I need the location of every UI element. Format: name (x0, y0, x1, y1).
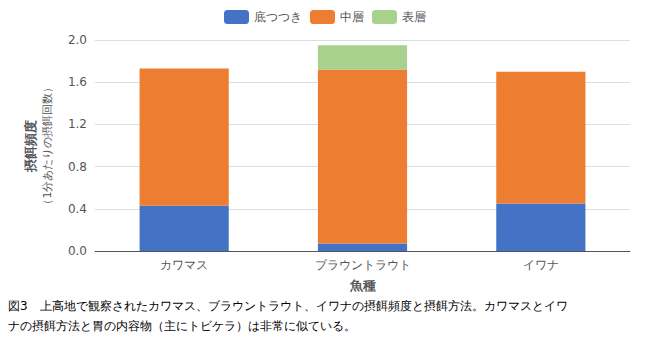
svg-text:摂餌頻度: 摂餌頻度 (23, 120, 38, 173)
svg-text:1.2: 1.2 (68, 117, 87, 131)
svg-text:0.0: 0.0 (68, 244, 87, 258)
svg-text:図3 上高地で観察されたカワマス、ブラウントラウト、イワナの: 図3 上高地で観察されたカワマス、ブラウントラウト、イワナの摂餌頻度と摂餌方法。… (8, 299, 568, 313)
svg-text:底つつき: 底つつき (254, 10, 302, 24)
svg-text:（1分あたりの摂餌回数）: （1分あたりの摂餌回数） (41, 82, 54, 210)
svg-text:ナの摂餌方法と胃の内容物（主にトビケラ）は非常に似ている。: ナの摂餌方法と胃の内容物（主にトビケラ）は非常に似ている。 (8, 319, 356, 333)
svg-text:0.8: 0.8 (68, 160, 87, 174)
svg-text:カワマス: カワマス (160, 258, 208, 272)
svg-text:ブラウントラウト: ブラウントラウト (315, 258, 411, 272)
svg-text:イワナ: イワナ (523, 258, 559, 272)
svg-text:表層: 表層 (402, 10, 426, 24)
svg-text:1.6: 1.6 (68, 75, 87, 89)
svg-text:0.4: 0.4 (68, 202, 87, 216)
svg-text:2.0: 2.0 (68, 33, 87, 47)
svg-text:中層: 中層 (340, 10, 364, 24)
svg-text:魚種: 魚種 (349, 278, 376, 293)
